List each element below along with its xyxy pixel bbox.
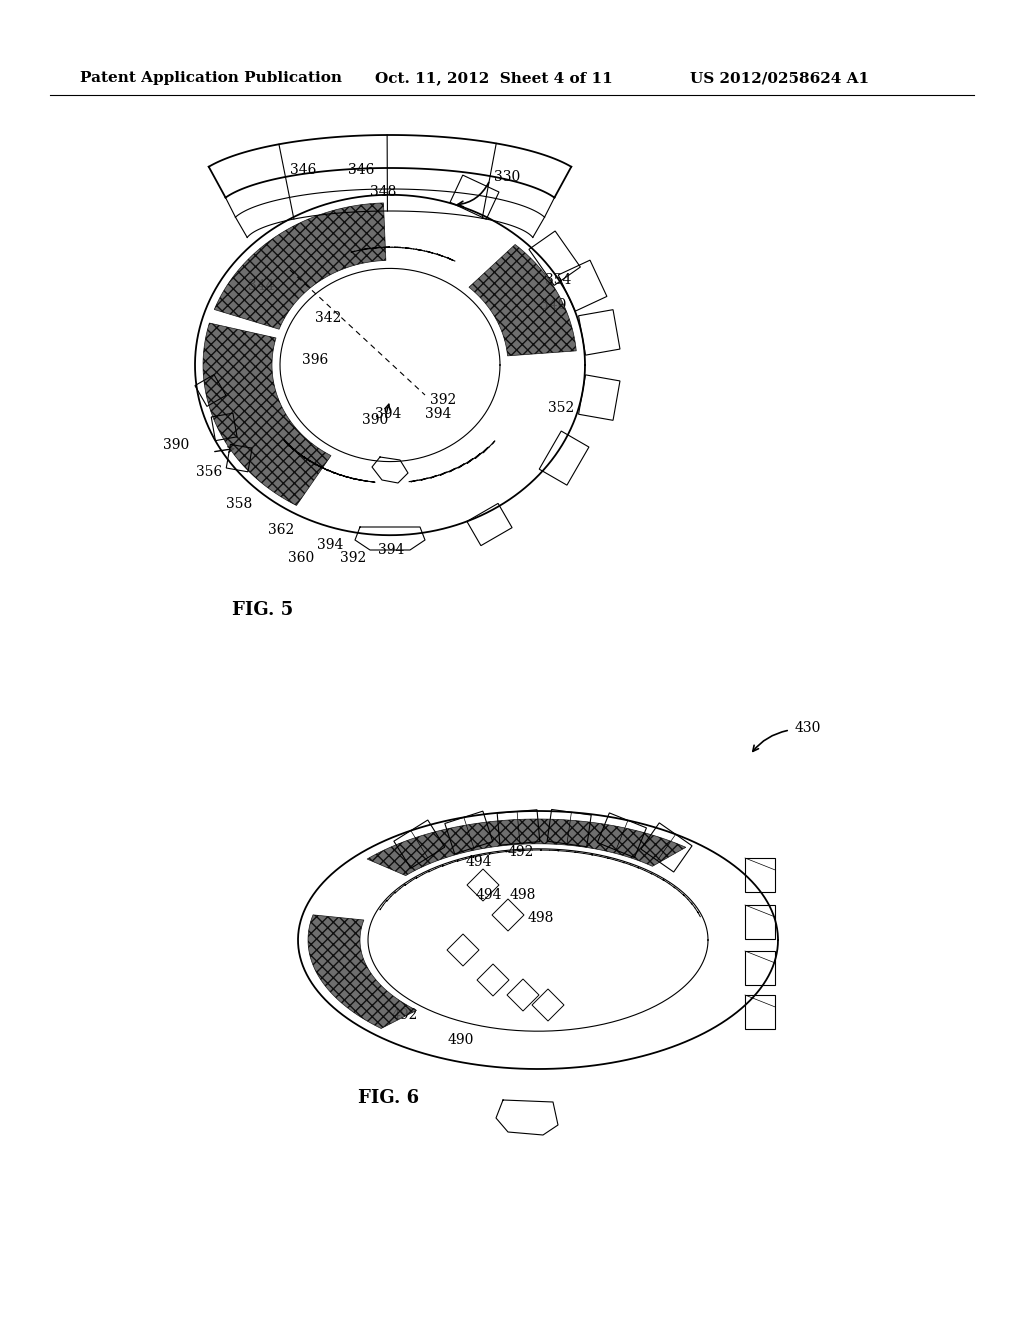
Text: Patent Application Publication: Patent Application Publication xyxy=(80,71,342,84)
Text: US 2012/0258624 A1: US 2012/0258624 A1 xyxy=(690,71,869,84)
Text: FIG. 6: FIG. 6 xyxy=(358,1089,419,1107)
Text: 390: 390 xyxy=(163,438,189,451)
Text: 390: 390 xyxy=(362,413,388,426)
Polygon shape xyxy=(367,818,686,875)
Polygon shape xyxy=(308,915,417,1028)
Text: 490: 490 xyxy=(449,1034,474,1047)
Text: 360: 360 xyxy=(288,550,314,565)
Text: 492: 492 xyxy=(392,1008,419,1022)
Text: 394: 394 xyxy=(317,539,343,552)
Polygon shape xyxy=(469,244,577,356)
Text: 396: 396 xyxy=(302,352,329,367)
Text: Oct. 11, 2012  Sheet 4 of 11: Oct. 11, 2012 Sheet 4 of 11 xyxy=(375,71,612,84)
Text: 340: 340 xyxy=(540,298,566,312)
Text: 394: 394 xyxy=(425,407,452,421)
Polygon shape xyxy=(214,203,386,329)
Text: 352: 352 xyxy=(548,401,574,414)
Text: 392: 392 xyxy=(430,393,457,407)
Text: 362: 362 xyxy=(268,523,294,537)
Text: 358: 358 xyxy=(226,498,252,511)
Text: 498: 498 xyxy=(528,911,554,925)
Text: 356: 356 xyxy=(196,465,222,479)
Text: 346: 346 xyxy=(290,162,316,177)
Text: 344: 344 xyxy=(248,279,274,293)
Text: 346: 346 xyxy=(348,162,375,177)
Text: 394: 394 xyxy=(378,543,404,557)
Text: 498: 498 xyxy=(510,888,537,902)
Text: 394: 394 xyxy=(375,407,401,421)
Text: 494: 494 xyxy=(476,888,503,902)
Text: 330: 330 xyxy=(494,170,520,183)
Text: FIG. 5: FIG. 5 xyxy=(232,601,293,619)
Polygon shape xyxy=(203,323,331,506)
Text: 430: 430 xyxy=(795,721,821,735)
Text: 342: 342 xyxy=(315,312,341,325)
Text: 492: 492 xyxy=(508,845,535,859)
Text: 348: 348 xyxy=(370,185,396,199)
Text: 392: 392 xyxy=(340,550,367,565)
Text: 494: 494 xyxy=(466,855,493,869)
Text: 354: 354 xyxy=(545,273,571,286)
